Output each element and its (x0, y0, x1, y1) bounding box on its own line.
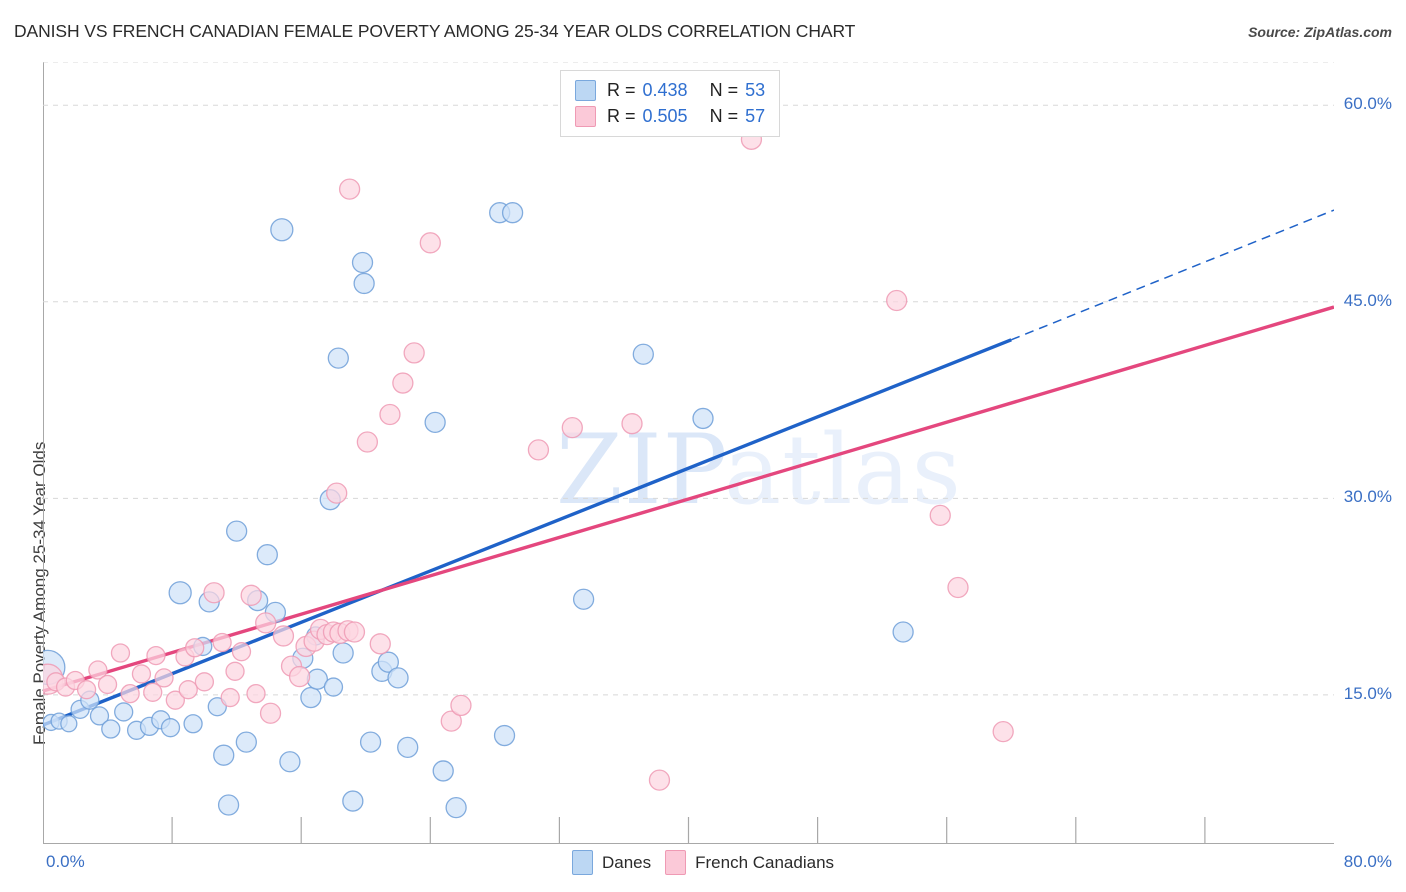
danes-r-label: R = (607, 79, 636, 100)
x-axis-max-label: 80.0% (1343, 852, 1392, 871)
danes-legend-swatch-icon (571, 850, 593, 875)
plot-area (43, 62, 1334, 843)
danes-n-value: 53 (745, 79, 766, 100)
x-axis-min-label: 0.0% (46, 852, 85, 871)
source-label: Source: ZipAtlas.com (1248, 24, 1392, 40)
danes-r-value: 0.438 (642, 79, 688, 100)
stats-legend: R = 0.438 N = 53 R = 0.505 N = 57 (560, 70, 781, 137)
danes-legend-label: Danes (601, 852, 652, 872)
french-canadians-r-value: 0.505 (642, 105, 688, 126)
y-tick-label: 60.0% (1343, 94, 1392, 114)
y-tick-label: 15.0% (1343, 683, 1392, 703)
legend-item-danes[interactable]: Danes (571, 850, 652, 875)
french-canadians-r-label: R = (607, 105, 636, 126)
french-canadians-legend-label: French Canadians (695, 852, 835, 872)
y-tick-label: 30.0% (1343, 487, 1392, 507)
french-canadians-n-value: 57 (745, 105, 766, 126)
series-legend: Danes French Canadians (0, 850, 1406, 875)
danes-n-label: N = (709, 79, 739, 100)
danes-swatch-icon (575, 79, 596, 101)
y-axis-line (43, 62, 45, 843)
french-canadians-legend-swatch-icon (665, 850, 687, 875)
french-canadians-n-label: N = (709, 105, 739, 126)
stats-row-danes: R = 0.438 N = 53 (575, 77, 765, 103)
x-axis-line (43, 843, 1334, 845)
scatter-plot-svg (43, 62, 1334, 843)
french-canadians-swatch-icon (575, 105, 596, 127)
page-title: DANISH VS FRENCH CANADIAN FEMALE POVERTY… (14, 21, 856, 41)
legend-item-french-canadians[interactable]: French Canadians (665, 850, 834, 875)
stats-row-french-canadians: R = 0.505 N = 57 (575, 103, 765, 129)
y-tick-label: 45.0% (1343, 290, 1392, 310)
